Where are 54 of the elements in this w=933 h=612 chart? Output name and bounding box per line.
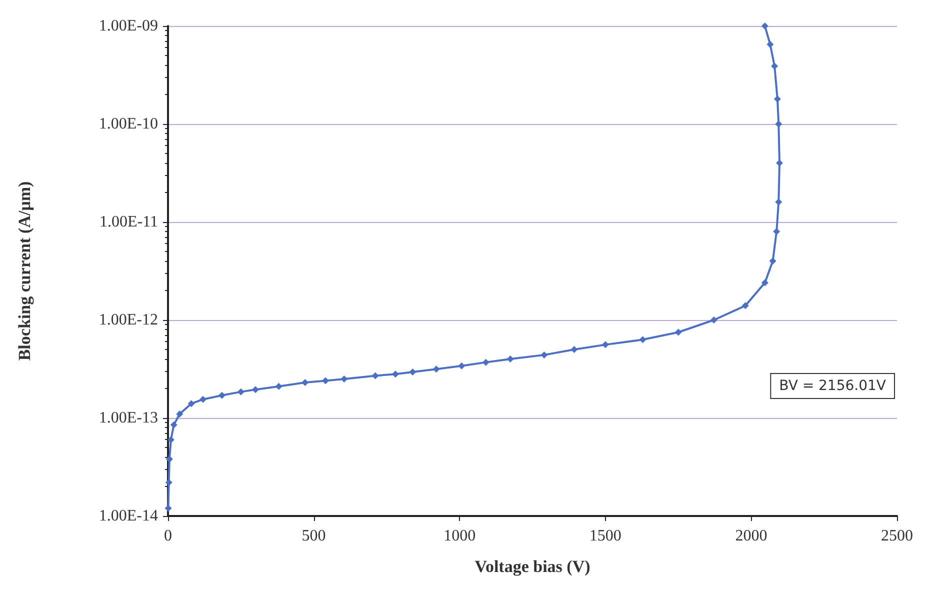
y-tick-label: 1.00E-12 [98, 312, 158, 328]
point [218, 392, 226, 399]
point [432, 366, 440, 373]
point [409, 368, 416, 376]
point [602, 341, 609, 348]
point [164, 504, 172, 512]
point [540, 351, 548, 358]
point [761, 22, 768, 30]
point [176, 410, 184, 418]
point [674, 328, 682, 336]
point [769, 258, 776, 264]
x-tick-label: 2000 [735, 528, 768, 544]
point [774, 95, 781, 102]
point [639, 336, 646, 344]
point [482, 358, 490, 366]
point [570, 346, 578, 353]
point [322, 377, 329, 384]
y-tick-label: 1.00E-14 [98, 508, 158, 524]
point [237, 388, 244, 396]
y-axis-title: Blocking current (A/μm) [15, 181, 34, 361]
point [340, 376, 348, 382]
point [302, 379, 309, 386]
x-axis-title: Voltage bias (V) [474, 557, 590, 576]
y-tick-label: 1.00E-09 [98, 18, 158, 34]
point [167, 436, 174, 444]
point [252, 386, 259, 394]
point [775, 198, 782, 206]
annotation: BV = 2156.01V [779, 378, 886, 394]
y-tick-label: 1.00E-10 [98, 116, 158, 132]
x-tick-label: 1000 [444, 528, 476, 544]
point [506, 356, 514, 362]
point [188, 400, 195, 408]
point [372, 372, 379, 380]
x-tick-label: 0 [164, 528, 172, 544]
point [199, 396, 206, 403]
point [775, 120, 782, 128]
x-tick-label: 2500 [881, 528, 913, 544]
point [761, 279, 768, 286]
point [458, 362, 466, 370]
point [773, 228, 780, 235]
x-tick-label: 500 [302, 528, 326, 544]
point [392, 370, 399, 378]
point [766, 40, 774, 48]
point [275, 382, 282, 390]
point [165, 478, 172, 486]
point [710, 316, 718, 324]
point [771, 62, 778, 70]
point [776, 160, 783, 166]
point [742, 302, 749, 310]
point [170, 421, 178, 428]
x-tick-label: 1500 [589, 528, 622, 544]
y-tick-label: 1.00E-13 [98, 410, 158, 426]
point [166, 456, 173, 463]
y-tick-label: 1.00E-11 [99, 214, 158, 230]
